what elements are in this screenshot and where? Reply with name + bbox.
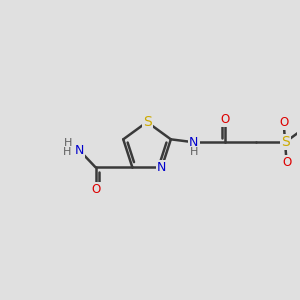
Text: N: N	[189, 136, 199, 149]
Text: S: S	[143, 115, 152, 129]
Text: H: H	[63, 147, 71, 157]
Text: N: N	[75, 144, 84, 157]
Text: N: N	[157, 161, 167, 174]
Text: O: O	[220, 113, 230, 126]
Text: H: H	[190, 147, 199, 157]
Text: O: O	[282, 156, 291, 169]
Text: S: S	[281, 135, 290, 149]
Text: O: O	[91, 183, 100, 196]
Text: O: O	[279, 116, 288, 129]
Text: H: H	[64, 138, 72, 148]
